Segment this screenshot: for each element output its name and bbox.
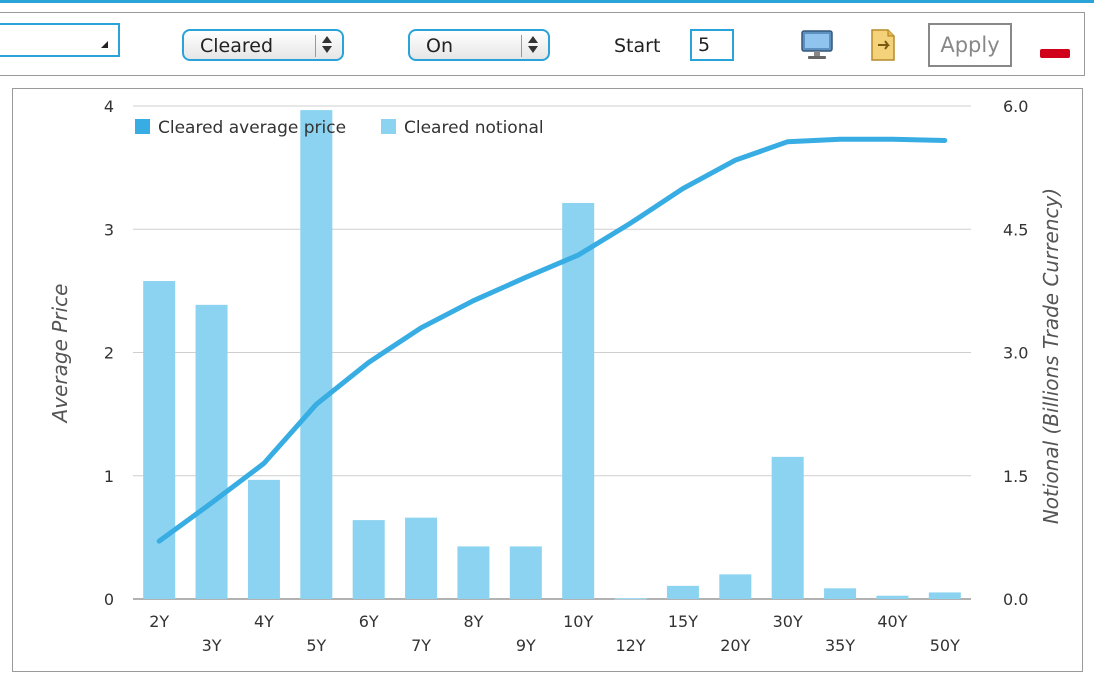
x-tick-label: 50Y	[930, 636, 960, 655]
legend-swatch-bar	[381, 119, 396, 134]
price-line	[156, 136, 948, 544]
y-tick-label: 0	[104, 590, 114, 609]
y2-tick-label: 6.0	[1003, 97, 1028, 116]
x-tick-label: 40Y	[877, 612, 907, 631]
y-tick-label: 3	[104, 220, 114, 239]
bar-9Y	[509, 546, 542, 599]
x-tick-label: 3Y	[202, 636, 222, 655]
y2-axis-label: Notional (Billions Trade Currency)	[1039, 188, 1063, 524]
bar-40Y	[876, 595, 909, 599]
bar-3Y	[195, 304, 228, 599]
y-axis-label: Average Price	[48, 284, 72, 425]
bar-15Y	[666, 585, 699, 599]
bar-20Y	[719, 574, 752, 599]
apply-button[interactable]: Apply	[928, 23, 1012, 67]
select-separator	[315, 35, 316, 57]
x-tick-label: 2Y	[149, 612, 169, 631]
x-tick-label: 10Y	[563, 612, 593, 631]
bar-5Y	[300, 110, 333, 599]
bar-6Y	[352, 520, 385, 599]
y2-tick-label: 0.0	[1003, 590, 1028, 609]
x-tick-label: 4Y	[254, 612, 274, 631]
bar-2Y	[143, 281, 176, 599]
bar-35Y	[824, 588, 857, 599]
chart: 2Y 3Y 4Y 5Y 6Y 7Y 8Y 9Y 10Y 12Y 15Y 20Y 30Y 35Y 40Y 50Y…	[48, 97, 1063, 655]
updown-arrows-icon	[526, 35, 540, 55]
x-tick-label: 7Y	[411, 636, 431, 655]
y2-tick-label: 1.5	[1003, 467, 1028, 486]
combo-box-left[interactable]	[0, 23, 120, 57]
x-tick-label: 30Y	[773, 612, 803, 631]
select-separator	[521, 35, 522, 57]
bar-12Y	[614, 598, 647, 600]
y-tick-label: 1	[104, 467, 114, 486]
status-select-value: Cleared	[200, 35, 274, 57]
updown-arrows-icon	[320, 35, 334, 55]
bar-4Y	[247, 479, 280, 599]
bar-50Y	[928, 592, 961, 599]
minus-icon[interactable]	[1040, 49, 1070, 58]
export-icon[interactable]	[866, 27, 900, 63]
toggle-select[interactable]: On	[408, 29, 550, 61]
bar-10Y	[562, 202, 595, 599]
monitor-icon[interactable]	[800, 29, 834, 61]
chart-frame: 2Y 3Y 4Y 5Y 6Y 7Y 8Y 9Y 10Y 12Y 15Y 20Y 30Y 35Y 40Y 50Y…	[12, 88, 1083, 672]
legend-label-line: Cleared average price	[158, 118, 346, 138]
x-tick-label: 35Y	[825, 636, 855, 655]
x-tick-label: 5Y	[306, 636, 326, 655]
start-label: Start	[614, 35, 661, 57]
start-input[interactable]	[690, 29, 734, 61]
bar-7Y	[405, 517, 438, 599]
status-select[interactable]: Cleared	[182, 29, 344, 61]
x-tick-label: 15Y	[668, 612, 698, 631]
x-tick-label: 9Y	[516, 636, 536, 655]
toolbar: Cleared On Start Apply	[0, 12, 1085, 76]
y-tick-label: 4	[104, 97, 114, 116]
y2-tick-label: 4.5	[1003, 220, 1028, 239]
legend-label-bar: Cleared notional	[404, 118, 544, 138]
x-tick-label: 12Y	[615, 636, 645, 655]
bar-30Y	[771, 456, 804, 599]
x-tick-label: 20Y	[720, 636, 750, 655]
y-tick-label: 2	[104, 344, 114, 363]
x-tick-label: 6Y	[359, 612, 379, 631]
legend-swatch-line	[135, 119, 150, 134]
y2-tick-label: 3.0	[1003, 344, 1028, 363]
toggle-select-value: On	[426, 35, 453, 57]
x-tick-label: 8Y	[463, 612, 483, 631]
bar-8Y	[457, 546, 490, 599]
legend: Cleared average price Cleared notional	[135, 118, 544, 138]
top-accent-line	[0, 0, 1094, 3]
resize-corner-icon	[101, 41, 108, 48]
